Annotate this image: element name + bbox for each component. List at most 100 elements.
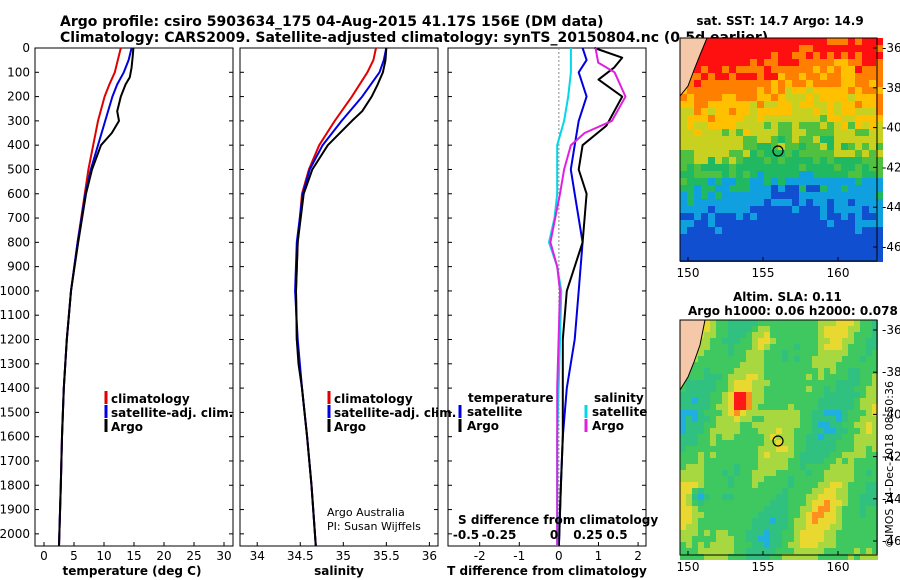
sla-cell	[782, 452, 788, 458]
sla-cell	[782, 356, 788, 362]
depth-tick-label: 1400	[0, 381, 30, 395]
sla-cell	[752, 524, 758, 530]
sst-cell	[785, 192, 792, 199]
sla-cell	[686, 392, 692, 398]
sst-cell	[848, 45, 855, 52]
sla-cell	[764, 530, 770, 536]
sla-cell	[848, 518, 854, 524]
sla-cell	[794, 422, 800, 428]
sst-cell	[722, 227, 729, 234]
sst-cell	[771, 234, 778, 241]
sla-cell	[812, 470, 818, 476]
sst-cell	[876, 122, 883, 129]
sla-cell	[860, 410, 866, 416]
sla-cell	[854, 488, 860, 494]
sst-cell	[680, 206, 687, 213]
sla-cell	[794, 446, 800, 452]
sla-cell	[836, 482, 842, 488]
sst-cell	[736, 38, 743, 45]
sst-cell	[722, 241, 729, 248]
sla-cell	[752, 380, 758, 386]
sla-cell	[698, 440, 704, 446]
sst-cell	[729, 171, 736, 178]
sla-cell	[758, 446, 764, 452]
sst-cell	[855, 101, 862, 108]
sla-cell	[764, 542, 770, 548]
sst-cell	[876, 157, 883, 164]
sla-cell	[680, 470, 686, 476]
sst-cell	[722, 45, 729, 52]
sla-cell	[824, 524, 830, 530]
sla-cell	[848, 530, 854, 536]
sla-cell	[716, 488, 722, 494]
sst-cell	[834, 129, 841, 136]
sla-cell	[740, 524, 746, 530]
sla-cell	[842, 452, 848, 458]
imos-watermark: ©IMOS 14-Dec-2018 08:50:36	[883, 381, 896, 548]
sst-cell	[813, 108, 820, 115]
sst-cell	[680, 136, 687, 143]
sla-cell	[812, 362, 818, 368]
sst-cell	[806, 52, 813, 59]
sla-cell	[824, 548, 830, 554]
map-y-tick-label: -38	[882, 81, 900, 95]
sla-cell	[734, 542, 740, 548]
sla-cell	[722, 470, 728, 476]
sst-cell	[792, 171, 799, 178]
sla-cell	[716, 524, 722, 530]
sla-cell	[680, 392, 686, 398]
sla-cell	[812, 458, 818, 464]
sst-cell	[813, 220, 820, 227]
sst-cell	[729, 199, 736, 206]
sla-cell	[722, 410, 728, 416]
sla-cell	[788, 440, 794, 446]
sla-cell	[830, 536, 836, 542]
sst-cell	[820, 45, 827, 52]
sla-cell	[860, 464, 866, 470]
sst-cell	[701, 206, 708, 213]
sst-cell	[715, 115, 722, 122]
series-line-t-satellite	[557, 47, 588, 547]
sla-cell	[716, 542, 722, 548]
sla-cell	[836, 452, 842, 458]
sst-cell	[778, 115, 785, 122]
sst-cell	[862, 192, 869, 199]
sla-cell	[692, 512, 698, 518]
sla-cell	[704, 422, 710, 428]
sst-cell	[750, 143, 757, 150]
sst-cell	[855, 150, 862, 157]
sst-cell	[785, 66, 792, 73]
sst-cell	[736, 73, 743, 80]
sla-cell	[752, 488, 758, 494]
sst-cell	[778, 185, 785, 192]
sla-cell	[746, 470, 752, 476]
sst-cell	[827, 94, 834, 101]
sla-cell	[824, 338, 830, 344]
sla-cell	[758, 452, 764, 458]
sla-cell	[866, 410, 872, 416]
sla-cell	[794, 554, 800, 560]
sla-cell	[848, 554, 854, 560]
sst-cell	[715, 66, 722, 73]
sla-cell	[806, 380, 812, 386]
sla-cell	[800, 398, 806, 404]
sla-cell	[698, 380, 704, 386]
sla-cell	[764, 320, 770, 326]
sla-cell	[704, 356, 710, 362]
sst-cell	[729, 66, 736, 73]
sla-cell	[716, 332, 722, 338]
sst-cell	[827, 52, 834, 59]
sla-cell	[830, 356, 836, 362]
sla-cell	[734, 368, 740, 374]
sst-cell	[834, 213, 841, 220]
sla-cell	[728, 440, 734, 446]
sst-cell	[834, 87, 841, 94]
sla-cell	[818, 416, 824, 422]
sst-cell	[827, 101, 834, 108]
sst-cell	[757, 94, 764, 101]
sst-cell	[708, 206, 715, 213]
sla-cell	[842, 338, 848, 344]
sla-cell	[692, 554, 698, 560]
sst-cell	[729, 129, 736, 136]
sla-cell	[752, 530, 758, 536]
